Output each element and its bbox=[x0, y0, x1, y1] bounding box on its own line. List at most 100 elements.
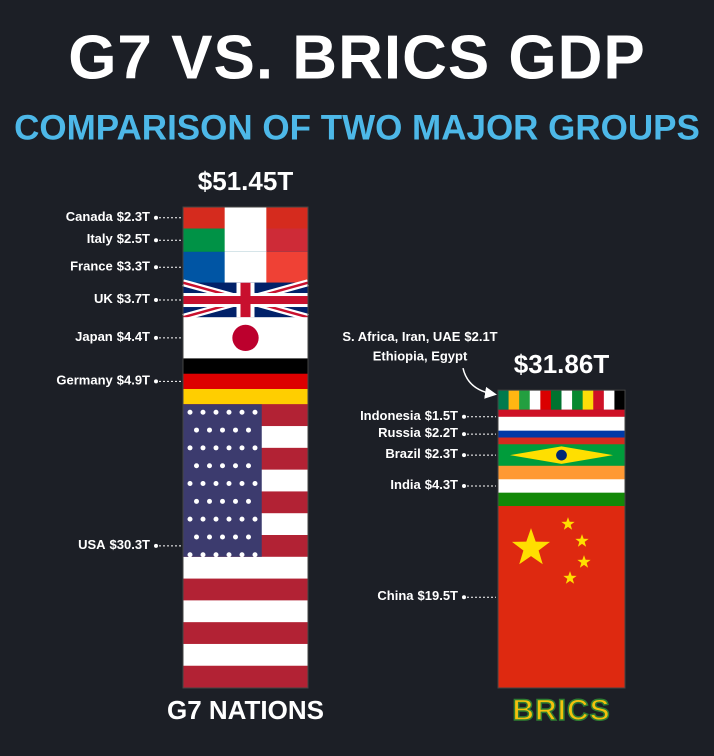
flag-part bbox=[187, 516, 193, 522]
flag-part bbox=[498, 465, 625, 480]
flag-part bbox=[226, 552, 232, 558]
segment-label: France $3.3T bbox=[70, 259, 150, 274]
value-label: $2.1T bbox=[464, 330, 497, 345]
flag-part bbox=[183, 373, 308, 390]
segment bbox=[498, 390, 626, 410]
country-name: Germany bbox=[56, 373, 113, 388]
flag-part bbox=[183, 388, 308, 405]
bar-outline bbox=[182, 206, 309, 689]
flag-part bbox=[582, 390, 594, 410]
flag-part bbox=[220, 534, 225, 540]
flag-part bbox=[498, 423, 625, 432]
flag-part bbox=[540, 390, 552, 410]
segment-label: Japan $4.4T bbox=[75, 329, 150, 344]
flag-part bbox=[561, 517, 575, 530]
flag-part bbox=[183, 665, 308, 689]
flag-part bbox=[207, 498, 212, 504]
flag-part bbox=[224, 228, 267, 252]
leader-dot bbox=[462, 453, 466, 458]
flag-part bbox=[246, 534, 251, 540]
flag-part bbox=[233, 534, 238, 540]
segment bbox=[498, 465, 625, 507]
value-label: $2.5T bbox=[117, 232, 150, 247]
segment bbox=[498, 444, 625, 466]
chart-title: G7 VS. BRICS GDP bbox=[68, 23, 646, 92]
flag-part bbox=[226, 481, 232, 487]
flag-part bbox=[220, 498, 225, 504]
value-label: $2.3T bbox=[117, 209, 150, 224]
flag-part bbox=[233, 498, 238, 504]
segment bbox=[498, 506, 625, 689]
value-label: $4.9T bbox=[117, 373, 150, 388]
leader-dot bbox=[154, 215, 158, 220]
country-name: China bbox=[377, 589, 414, 604]
segment bbox=[183, 358, 308, 405]
flag-part bbox=[213, 481, 219, 487]
flag-part bbox=[233, 427, 238, 433]
flag-part bbox=[226, 516, 232, 522]
flag-part bbox=[207, 427, 212, 433]
value-label: $3.3T bbox=[117, 259, 150, 274]
flag-part bbox=[529, 390, 541, 410]
flag-part bbox=[232, 324, 259, 352]
flag-part bbox=[183, 578, 308, 601]
flag-part bbox=[252, 481, 258, 487]
country-name: S. Africa, Iran, UAE bbox=[342, 330, 460, 345]
segment bbox=[498, 409, 625, 425]
segment-label: Brazil $2.3T bbox=[385, 447, 458, 462]
flag-part bbox=[561, 390, 573, 410]
flag-part bbox=[194, 498, 199, 504]
flag-part bbox=[252, 409, 258, 415]
country-name: UK bbox=[94, 291, 113, 306]
segment-label: USA $30.3T bbox=[78, 537, 150, 552]
leader-dot bbox=[462, 595, 466, 600]
flag-part bbox=[183, 207, 226, 229]
flag-part bbox=[226, 445, 232, 451]
segment-label: Canada $2.3T bbox=[66, 209, 150, 224]
country-name: USA bbox=[78, 537, 106, 552]
flag-part bbox=[213, 552, 219, 558]
leader-dot bbox=[462, 483, 466, 488]
flag-part bbox=[207, 463, 212, 469]
segment bbox=[183, 207, 309, 229]
leader-dot bbox=[462, 414, 466, 419]
flag-part bbox=[572, 390, 584, 410]
flag-part bbox=[183, 404, 262, 557]
flag-part bbox=[233, 463, 238, 469]
flag-part bbox=[498, 390, 510, 410]
flag-part bbox=[252, 516, 258, 522]
country-name: Indonesia bbox=[360, 408, 421, 423]
value-label: $3.7T bbox=[117, 291, 150, 306]
segment bbox=[498, 423, 625, 445]
segment bbox=[183, 404, 308, 689]
flag-part bbox=[183, 643, 308, 667]
flag-part bbox=[183, 622, 308, 645]
flag-part bbox=[194, 427, 199, 433]
country-name: India bbox=[390, 477, 421, 492]
segment-label: Ethiopia, Egypt bbox=[373, 349, 468, 364]
flag-part bbox=[183, 251, 226, 283]
flag-part bbox=[252, 552, 258, 558]
segment-label: Germany $4.9T bbox=[56, 373, 150, 388]
flag-part bbox=[187, 445, 193, 451]
leader-dot bbox=[154, 379, 158, 384]
flag-part bbox=[187, 481, 193, 487]
flag-part bbox=[498, 416, 625, 425]
flag-part bbox=[511, 528, 551, 565]
flag-part bbox=[213, 445, 219, 451]
country-name: Brazil bbox=[385, 447, 420, 462]
flag-part bbox=[246, 463, 251, 469]
flag-part bbox=[187, 409, 193, 415]
arrow bbox=[462, 367, 497, 399]
segment bbox=[183, 228, 309, 252]
flag-part bbox=[498, 430, 625, 439]
flag-part bbox=[550, 390, 562, 410]
segment-label: Russia $2.2T bbox=[378, 426, 458, 441]
flag-part bbox=[603, 390, 615, 410]
flag-part bbox=[226, 409, 232, 415]
country-name: Canada bbox=[66, 209, 114, 224]
country-name: Russia bbox=[378, 426, 421, 441]
flag-part bbox=[252, 445, 258, 451]
flag-part bbox=[183, 556, 308, 580]
